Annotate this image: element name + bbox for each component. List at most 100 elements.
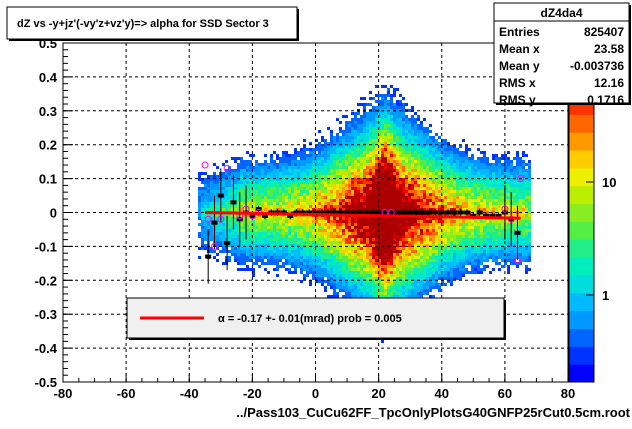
heat-cell	[285, 190, 288, 193]
heat-cell	[273, 208, 276, 211]
heat-cell	[366, 229, 369, 232]
heat-cell	[393, 220, 396, 223]
heat-cell	[498, 163, 501, 166]
heat-cell	[285, 151, 288, 154]
heat-cell	[276, 235, 279, 238]
heat-cell	[423, 223, 426, 226]
heat-cell	[348, 271, 351, 274]
heat-cell	[402, 262, 405, 265]
heat-cell	[321, 181, 324, 184]
heat-cell	[384, 133, 387, 136]
heat-cell	[219, 229, 222, 232]
heat-cell	[495, 208, 498, 211]
heat-cell	[297, 244, 300, 247]
heat-cell	[351, 136, 354, 139]
heat-cell	[213, 181, 216, 184]
heat-cell	[222, 172, 225, 175]
heat-cell	[441, 229, 444, 232]
heat-cell	[327, 175, 330, 178]
heat-cell	[321, 223, 324, 226]
heat-cell	[225, 259, 228, 262]
heat-cell	[492, 169, 495, 172]
heat-cell	[393, 265, 396, 268]
heat-cell	[411, 220, 414, 223]
heat-cell	[468, 253, 471, 256]
heat-cell	[447, 169, 450, 172]
heat-cell	[456, 232, 459, 235]
heat-cell	[465, 199, 468, 202]
heat-cell	[282, 265, 285, 268]
heat-cell	[342, 205, 345, 208]
heat-cell	[336, 202, 339, 205]
heat-cell	[309, 151, 312, 154]
heat-cell	[255, 232, 258, 235]
heat-cell	[372, 199, 375, 202]
heat-cell	[240, 202, 243, 205]
heat-cell	[300, 208, 303, 211]
heat-cell	[453, 148, 456, 151]
heat-cell	[498, 199, 501, 202]
heat-cell	[276, 157, 279, 160]
heat-cell	[402, 226, 405, 229]
heat-cell	[261, 217, 264, 220]
heat-cell	[204, 181, 207, 184]
heat-cell	[258, 202, 261, 205]
heat-cell	[507, 259, 510, 262]
heat-cell	[348, 238, 351, 241]
heat-cell	[381, 163, 384, 166]
heat-cell	[384, 115, 387, 118]
heat-cell	[375, 124, 378, 127]
heat-cell	[210, 193, 213, 196]
heat-cell	[351, 280, 354, 283]
heat-cell	[429, 172, 432, 175]
heat-cell	[465, 256, 468, 259]
heat-cell	[237, 244, 240, 247]
heat-cell	[285, 154, 288, 157]
heat-cell	[444, 208, 447, 211]
heat-cell	[504, 208, 507, 211]
heat-cell	[450, 148, 453, 151]
heat-cell	[312, 196, 315, 199]
heat-cell	[276, 241, 279, 244]
heat-cell	[342, 259, 345, 262]
heat-cell	[396, 178, 399, 181]
heat-cell	[288, 172, 291, 175]
heat-cell	[408, 280, 411, 283]
heat-cell	[411, 286, 414, 289]
heat-cell	[339, 127, 342, 130]
heat-cell	[468, 193, 471, 196]
heat-cell	[396, 154, 399, 157]
heat-cell	[438, 253, 441, 256]
heat-cell	[330, 208, 333, 211]
heat-cell	[327, 154, 330, 157]
heat-cell	[333, 178, 336, 181]
heat-cell	[384, 217, 387, 220]
heat-cell	[222, 202, 225, 205]
heat-cell	[306, 205, 309, 208]
heat-cell	[405, 235, 408, 238]
heat-cell	[303, 223, 306, 226]
heat-cell	[372, 208, 375, 211]
heat-cell	[468, 235, 471, 238]
heat-cell	[396, 109, 399, 112]
heat-cell	[501, 202, 504, 205]
heat-cell	[267, 175, 270, 178]
heat-cell	[315, 181, 318, 184]
heat-cell	[225, 235, 228, 238]
heat-cell	[309, 205, 312, 208]
heat-cell	[288, 229, 291, 232]
heat-cell	[489, 220, 492, 223]
heat-cell	[339, 223, 342, 226]
heat-cell	[249, 232, 252, 235]
heat-cell	[507, 271, 510, 274]
heat-cell	[411, 283, 414, 286]
heat-cell	[315, 157, 318, 160]
heat-cell	[387, 283, 390, 286]
heat-cell	[348, 268, 351, 271]
heat-cell	[447, 184, 450, 187]
heat-cell	[279, 181, 282, 184]
heat-cell	[429, 154, 432, 157]
heat-cell	[258, 220, 261, 223]
heat-cell	[294, 238, 297, 241]
heat-cell	[396, 130, 399, 133]
